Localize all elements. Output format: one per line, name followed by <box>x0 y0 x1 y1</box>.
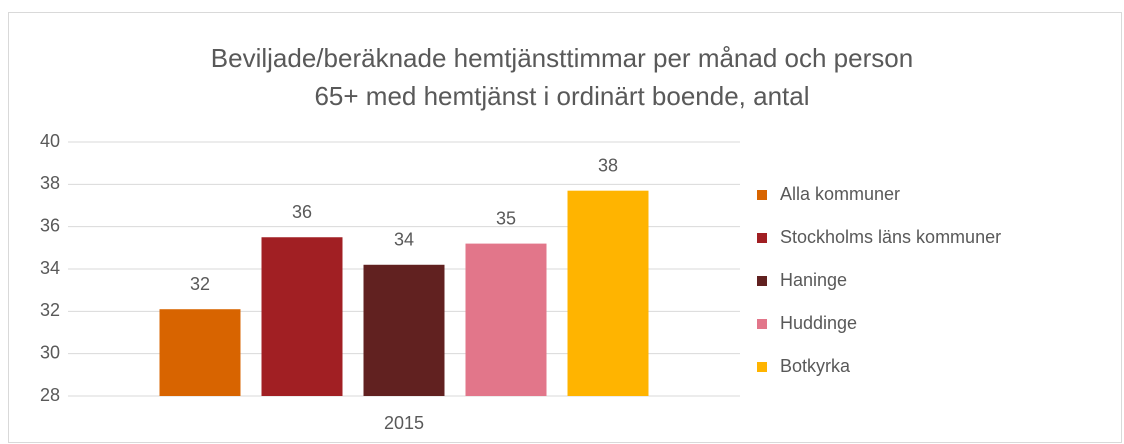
bar <box>567 190 649 396</box>
y-tick-label: 40 <box>40 131 60 151</box>
y-tick-label: 34 <box>40 258 60 278</box>
chart-title: 65+ med hemtjänst i ordinärt boende, ant… <box>314 81 809 111</box>
data-label: 36 <box>292 202 312 222</box>
data-label: 34 <box>394 230 414 250</box>
data-label: 38 <box>598 155 618 175</box>
legend-swatch <box>757 319 767 329</box>
legend-label: Alla kommuner <box>780 184 900 204</box>
bar <box>363 264 445 396</box>
y-tick-label: 36 <box>40 215 60 235</box>
legend-label: Stockholms läns kommuner <box>780 227 1001 247</box>
y-tick-label: 28 <box>40 385 60 405</box>
legend-swatch <box>757 276 767 286</box>
data-label: 35 <box>496 208 516 228</box>
legend-swatch <box>757 233 767 243</box>
bar <box>465 243 547 396</box>
legend-swatch <box>757 362 767 372</box>
data-label: 32 <box>190 274 210 294</box>
bar <box>159 309 241 396</box>
bar <box>261 237 343 396</box>
y-tick-label: 32 <box>40 300 60 320</box>
y-tick-label: 38 <box>40 173 60 193</box>
chart-title: Beviljade/beräknade hemtjänsttimmar per … <box>211 43 913 73</box>
legend-label: Huddinge <box>780 313 857 333</box>
legend-swatch <box>757 190 767 200</box>
legend-label: Botkyrka <box>780 356 851 376</box>
legend-label: Haninge <box>780 270 847 290</box>
x-tick-label: 2015 <box>384 413 424 433</box>
y-tick-label: 30 <box>40 342 60 362</box>
